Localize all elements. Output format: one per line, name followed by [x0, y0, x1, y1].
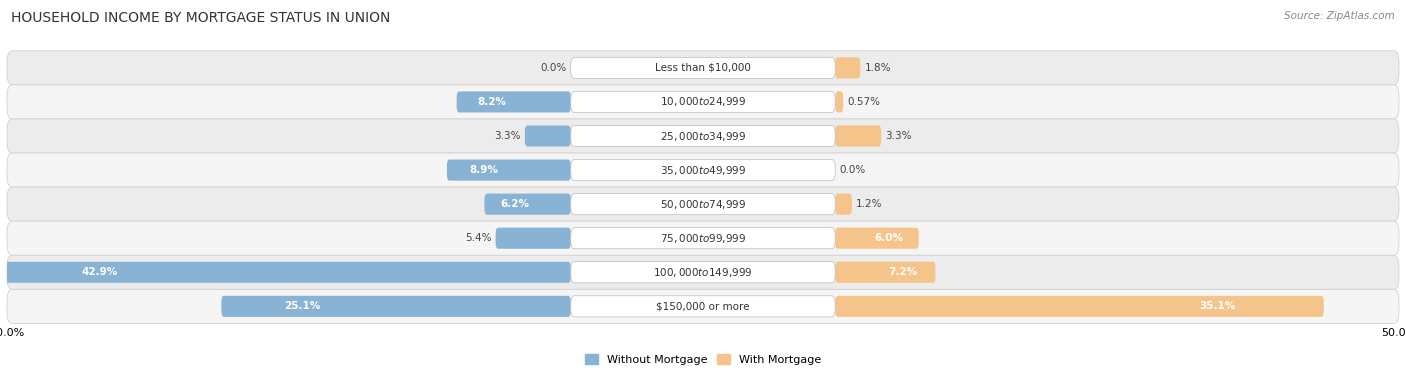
Text: 6.2%: 6.2% — [501, 199, 529, 209]
Text: 0.57%: 0.57% — [848, 97, 880, 107]
FancyBboxPatch shape — [571, 194, 835, 215]
FancyBboxPatch shape — [571, 160, 835, 181]
Text: 7.2%: 7.2% — [889, 267, 917, 277]
Text: $75,000 to $99,999: $75,000 to $99,999 — [659, 232, 747, 245]
FancyBboxPatch shape — [524, 125, 571, 147]
FancyBboxPatch shape — [495, 228, 571, 249]
Text: 35.1%: 35.1% — [1199, 301, 1236, 311]
Text: $10,000 to $24,999: $10,000 to $24,999 — [659, 95, 747, 108]
Text: 8.2%: 8.2% — [477, 97, 506, 107]
FancyBboxPatch shape — [571, 296, 835, 317]
Text: $150,000 or more: $150,000 or more — [657, 301, 749, 311]
Text: 8.9%: 8.9% — [470, 165, 498, 175]
Text: 1.8%: 1.8% — [865, 63, 891, 73]
FancyBboxPatch shape — [571, 228, 835, 249]
FancyBboxPatch shape — [571, 125, 835, 147]
FancyBboxPatch shape — [7, 153, 1399, 187]
FancyBboxPatch shape — [571, 262, 835, 283]
FancyBboxPatch shape — [835, 262, 935, 283]
Text: $50,000 to $74,999: $50,000 to $74,999 — [659, 198, 747, 211]
Legend: Without Mortgage, With Mortgage: Without Mortgage, With Mortgage — [581, 350, 825, 369]
FancyBboxPatch shape — [835, 194, 852, 215]
FancyBboxPatch shape — [0, 262, 571, 283]
FancyBboxPatch shape — [7, 85, 1399, 119]
FancyBboxPatch shape — [835, 57, 860, 79]
Text: $25,000 to $34,999: $25,000 to $34,999 — [659, 130, 747, 143]
FancyBboxPatch shape — [447, 160, 571, 181]
FancyBboxPatch shape — [7, 289, 1399, 323]
FancyBboxPatch shape — [221, 296, 571, 317]
Text: Less than $10,000: Less than $10,000 — [655, 63, 751, 73]
FancyBboxPatch shape — [7, 255, 1399, 289]
FancyBboxPatch shape — [7, 119, 1399, 153]
Text: 25.1%: 25.1% — [284, 301, 321, 311]
Text: $100,000 to $149,999: $100,000 to $149,999 — [654, 266, 752, 279]
FancyBboxPatch shape — [835, 228, 918, 249]
Text: 0.0%: 0.0% — [839, 165, 866, 175]
FancyBboxPatch shape — [835, 125, 882, 147]
Text: 3.3%: 3.3% — [886, 131, 912, 141]
FancyBboxPatch shape — [835, 91, 844, 113]
Text: 6.0%: 6.0% — [875, 233, 904, 243]
FancyBboxPatch shape — [7, 221, 1399, 255]
Text: 42.9%: 42.9% — [82, 267, 117, 277]
Text: HOUSEHOLD INCOME BY MORTGAGE STATUS IN UNION: HOUSEHOLD INCOME BY MORTGAGE STATUS IN U… — [11, 11, 391, 25]
FancyBboxPatch shape — [835, 296, 1324, 317]
Text: $35,000 to $49,999: $35,000 to $49,999 — [659, 164, 747, 177]
FancyBboxPatch shape — [7, 51, 1399, 85]
Text: 5.4%: 5.4% — [465, 233, 492, 243]
FancyBboxPatch shape — [571, 91, 835, 113]
FancyBboxPatch shape — [457, 91, 571, 113]
FancyBboxPatch shape — [7, 187, 1399, 221]
FancyBboxPatch shape — [485, 194, 571, 215]
FancyBboxPatch shape — [571, 57, 835, 79]
Text: 1.2%: 1.2% — [856, 199, 883, 209]
Text: 0.0%: 0.0% — [540, 63, 567, 73]
Text: 3.3%: 3.3% — [494, 131, 520, 141]
Text: Source: ZipAtlas.com: Source: ZipAtlas.com — [1284, 11, 1395, 21]
